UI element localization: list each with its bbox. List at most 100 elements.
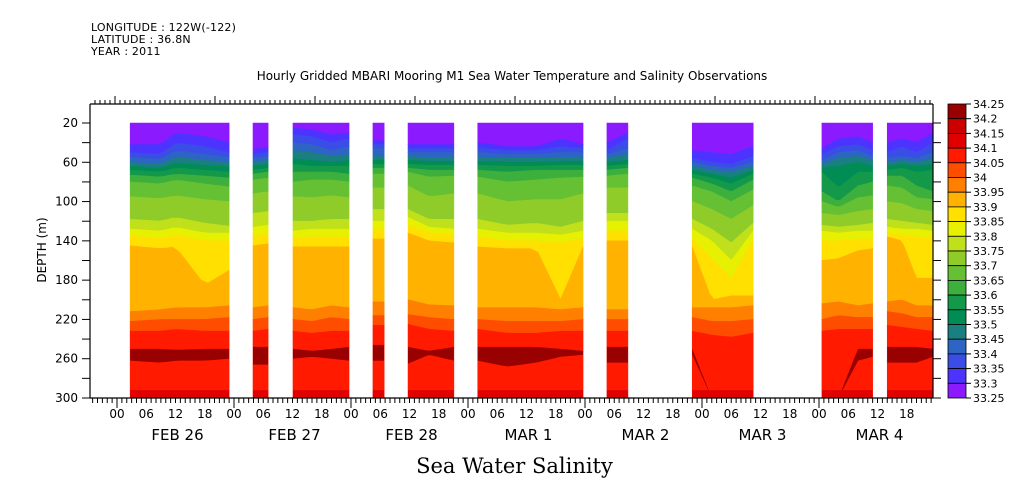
x-hour-label: 12 xyxy=(636,407,651,421)
contour-band xyxy=(372,325,385,399)
colorbar-label: 34.25 xyxy=(973,98,1005,111)
contour-band xyxy=(292,179,350,198)
x-day-label: FEB 28 xyxy=(385,426,437,444)
colorbar-label: 33.5 xyxy=(973,319,998,332)
colorbar-swatch xyxy=(947,147,967,164)
year-label: YEAR : 2011 xyxy=(91,45,161,58)
data-block xyxy=(372,122,385,399)
y-tick-label: 20 xyxy=(63,116,78,130)
x-hour-label: 06 xyxy=(139,407,154,421)
salinity-max-core xyxy=(292,346,350,361)
y-tick-label: 300 xyxy=(55,391,78,405)
bottom-band xyxy=(292,390,350,398)
contour-band xyxy=(407,144,455,149)
x-hour-label: 00 xyxy=(109,407,124,421)
colorbar-swatch xyxy=(947,368,967,384)
y-tick-label: 220 xyxy=(55,312,78,326)
latitude-label: LATITUDE : 36.8N xyxy=(91,33,191,46)
x-hour-label: 00 xyxy=(577,407,592,421)
bottom-band xyxy=(606,390,628,398)
contour-band xyxy=(372,187,385,210)
colorbar-swatch xyxy=(947,294,967,311)
colorbar-swatch xyxy=(947,103,967,120)
colorbar-swatch xyxy=(947,309,967,325)
bottom-band xyxy=(372,390,385,398)
x-hour-label: 00 xyxy=(460,407,475,421)
colorbar-label: 34.15 xyxy=(973,127,1005,140)
contour-band xyxy=(372,228,385,240)
contour-band xyxy=(292,236,350,248)
x-hour-label: 18 xyxy=(431,407,446,421)
colorbar-label: 33.55 xyxy=(973,304,1005,317)
contour-band xyxy=(407,148,455,153)
colorbar-swatch xyxy=(947,162,967,178)
contour-band xyxy=(252,243,269,308)
x-hour-label: 18 xyxy=(782,407,797,421)
x-hour-label: 06 xyxy=(841,407,856,421)
colorbar-label: 33.6 xyxy=(973,289,998,302)
y-tick-label: 260 xyxy=(55,352,78,366)
x-hour-label: 18 xyxy=(899,407,914,421)
contour-band xyxy=(372,163,385,169)
contour-band xyxy=(606,173,629,189)
contour-band xyxy=(372,315,385,326)
colorbar-swatch xyxy=(947,118,967,134)
contour-band xyxy=(606,319,629,332)
colorbar-label: 33.4 xyxy=(973,348,998,361)
colorbar-swatch xyxy=(947,324,967,340)
bottom-band xyxy=(821,390,873,398)
data-block xyxy=(886,122,934,399)
contour-band xyxy=(821,315,873,332)
colorbar-label: 34.2 xyxy=(973,113,998,126)
colorbar-label: 33.85 xyxy=(973,216,1005,229)
x-hour-label: 18 xyxy=(314,407,329,421)
x-hour-label: 06 xyxy=(256,407,271,421)
colorbar-swatch xyxy=(947,206,967,222)
colorbar-label: 33.3 xyxy=(973,377,998,390)
colorbar-label: 34.05 xyxy=(973,157,1005,170)
colorbar-swatch xyxy=(947,382,967,399)
bottom-band xyxy=(887,390,934,398)
colorbar-swatch xyxy=(947,250,967,267)
contour-band xyxy=(372,167,385,175)
colorbar-label: 33.35 xyxy=(973,363,1005,376)
colorbar-label: 33.65 xyxy=(973,274,1005,287)
colorbar-swatch xyxy=(947,338,967,355)
colorbar-label: 34.1 xyxy=(973,142,998,155)
salinity-max-core xyxy=(408,346,454,364)
contour-band xyxy=(252,211,269,228)
data-block xyxy=(292,122,350,399)
x-day-label: FEB 27 xyxy=(268,426,320,444)
contour-band xyxy=(372,173,385,189)
colorbar-label: 33.45 xyxy=(973,333,1005,346)
x-hour-label: 12 xyxy=(285,407,300,421)
salinity-max-core xyxy=(477,346,584,367)
colorbar-swatch xyxy=(947,132,967,149)
bottom-band xyxy=(130,390,230,398)
contour-band xyxy=(372,144,385,149)
colorbar-swatch xyxy=(947,353,967,369)
salinity-max-core xyxy=(887,346,934,363)
colorbar-swatch xyxy=(947,191,967,208)
bottom-band xyxy=(408,390,454,398)
contour-band xyxy=(372,156,385,161)
contour-band xyxy=(372,220,385,230)
contour-band xyxy=(606,330,629,399)
x-hour-label: 12 xyxy=(519,407,534,421)
contour-band xyxy=(252,317,269,332)
data-block xyxy=(477,122,584,399)
x-hour-label: 18 xyxy=(548,407,563,421)
contour-band xyxy=(372,238,385,303)
y-tick-label: 100 xyxy=(55,195,78,209)
x-hour-label: 00 xyxy=(811,407,826,421)
colorbar-label: 33.9 xyxy=(973,201,998,214)
x-hour-label: 00 xyxy=(694,407,709,421)
bottom-band xyxy=(692,390,754,398)
contour-band xyxy=(606,220,629,232)
contour-band xyxy=(252,122,269,150)
x-hour-label: 18 xyxy=(197,407,212,421)
contour-band xyxy=(252,305,269,320)
x-hour-label: 18 xyxy=(665,407,680,421)
colorbar-swatch xyxy=(947,235,967,252)
